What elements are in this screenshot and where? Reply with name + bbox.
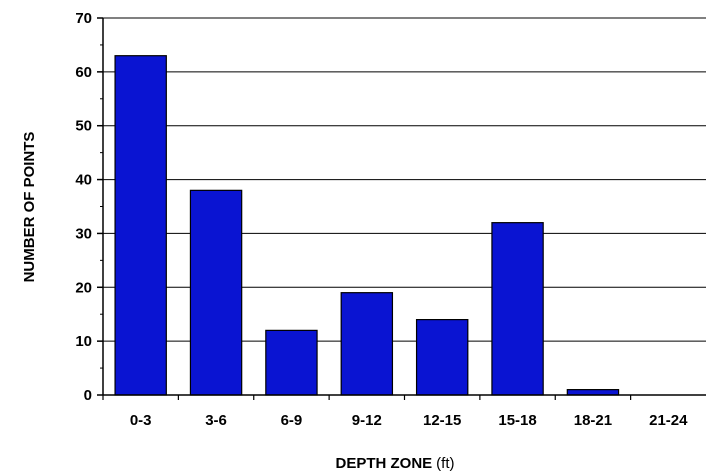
y-tick-label: 10 xyxy=(75,333,92,350)
bar-18-21 xyxy=(566,389,620,396)
bar-9-12 xyxy=(340,292,394,396)
y-tick-labels: 0 10 20 30 40 50 60 70 xyxy=(75,10,92,404)
y-tick-label: 0 xyxy=(84,387,92,404)
bar-3-6 xyxy=(189,189,243,396)
y-axis-title: NUMBER OF POINTS xyxy=(21,132,38,283)
bar-6-9 xyxy=(265,329,318,396)
x-tick-label: 15-18 xyxy=(498,412,536,429)
y-tick-label: 50 xyxy=(75,118,92,135)
axes xyxy=(97,17,706,400)
x-axis-title: DEPTH ZONE (ft) xyxy=(335,455,454,472)
bar-12-15 xyxy=(415,319,469,396)
x-tick-label: 0-3 xyxy=(130,412,152,429)
y-tick-label: 60 xyxy=(75,64,92,81)
x-tick-labels: 0-3 3-6 6-9 9-12 12-15 15-18 18-21 21-24 xyxy=(130,412,688,429)
x-axis-title-text: DEPTH ZONE xyxy=(335,455,432,472)
x-tick-label: 3-6 xyxy=(205,412,227,429)
x-tick-label: 9-12 xyxy=(352,412,382,429)
x-axis-unit: (ft) xyxy=(436,455,454,472)
x-tick-label: 21-24 xyxy=(649,412,688,429)
y-tick-label: 70 xyxy=(75,10,92,27)
x-tick-label: 6-9 xyxy=(281,412,303,429)
bars xyxy=(114,55,620,396)
bar-0-3 xyxy=(114,55,167,396)
bar-15-18 xyxy=(491,222,544,396)
y-tick-label: 20 xyxy=(75,279,92,296)
x-tick-label: 18-21 xyxy=(574,412,612,429)
x-tick-label: 12-15 xyxy=(423,412,461,429)
y-tick-label: 40 xyxy=(75,172,92,189)
y-tick-label: 30 xyxy=(75,225,92,242)
